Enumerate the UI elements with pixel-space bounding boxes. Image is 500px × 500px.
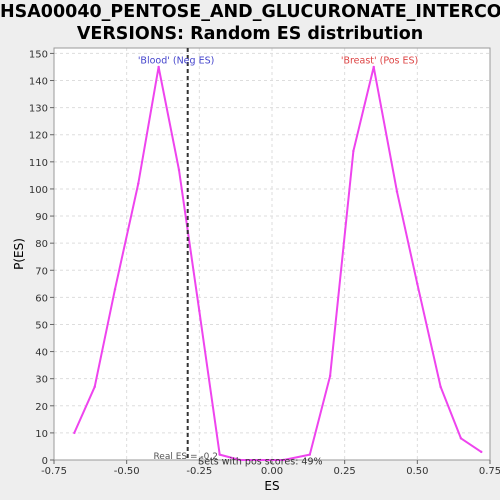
y-tick-label: 100 — [29, 185, 48, 196]
y-tick-label: 120 — [29, 131, 48, 142]
x-tick-label: 0.25 — [334, 466, 356, 477]
data-point — [328, 374, 332, 378]
x-tick-label: 0.75 — [479, 466, 500, 477]
data-point — [113, 288, 117, 291]
data-point — [352, 149, 355, 153]
y-tick-label: 140 — [29, 77, 48, 88]
y-axis-label: P(ES) — [12, 238, 26, 270]
chart-title-line-2: VERSIONS: Random ES distribution — [76, 24, 424, 44]
x-axis-label: ES — [264, 479, 279, 493]
data-point — [157, 65, 160, 69]
y-tick-label: 80 — [35, 239, 48, 250]
data-point — [480, 450, 483, 454]
y-tick-label: 70 — [35, 266, 48, 277]
y-tick-label: 50 — [35, 320, 48, 331]
x-tick-label: 0.50 — [406, 466, 428, 477]
data-point — [416, 282, 419, 286]
y-tick-label: 110 — [29, 158, 48, 169]
y-tick-label: 20 — [35, 402, 48, 413]
data-point — [308, 453, 311, 456]
x-tick-label: -0.50 — [114, 466, 140, 477]
data-point — [93, 385, 96, 389]
y-tick-label: 60 — [35, 293, 48, 304]
data-point — [218, 453, 221, 456]
x-tick-label: -0.75 — [41, 466, 67, 477]
y-tick-label: 30 — [35, 375, 48, 386]
data-point — [372, 65, 375, 69]
y-tick-label: 40 — [35, 348, 48, 359]
data-point — [459, 437, 463, 440]
data-point — [238, 458, 242, 462]
distribution-line — [73, 66, 482, 461]
y-tick-label: 150 — [29, 49, 48, 60]
x-tick-label: -0.25 — [186, 466, 212, 477]
data-point — [395, 190, 399, 193]
real-es-label: Real ES = -0.2 — [153, 452, 218, 462]
data-point — [259, 458, 262, 462]
annotation-label: 'Blood' (Neg ES) — [138, 55, 215, 66]
data-point — [198, 309, 201, 313]
chart-title-line-1: HSA00040_PENTOSE_AND_GLUCURONATE_INTERCO… — [0, 2, 500, 22]
y-tick-label: 90 — [35, 212, 48, 223]
x-tick-label: 0.00 — [261, 466, 283, 477]
data-point — [439, 385, 442, 389]
data-point — [73, 431, 76, 435]
data-point — [177, 168, 181, 172]
y-tick-label: 0 — [42, 456, 48, 467]
data-point — [282, 458, 285, 462]
annotation-label: Sets with pos scores: 49% — [198, 457, 322, 468]
data-point — [137, 182, 140, 185]
y-tick-label: 10 — [35, 429, 48, 440]
annotation-label: 'Breast' (Pos ES) — [341, 55, 418, 66]
y-tick-label: 130 — [29, 104, 48, 115]
